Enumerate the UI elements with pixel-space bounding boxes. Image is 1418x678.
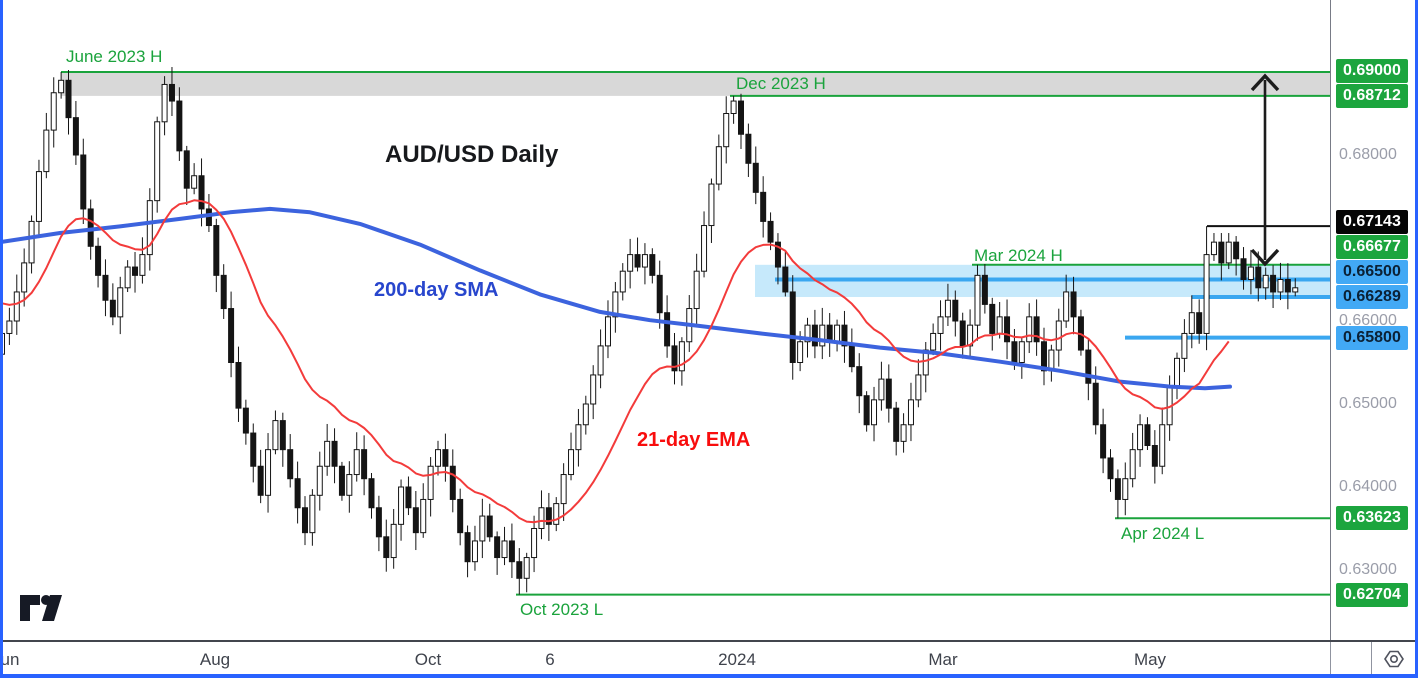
window-border-right bbox=[1415, 0, 1418, 678]
window-border-left bbox=[0, 0, 3, 678]
tradingview-logo[interactable] bbox=[19, 592, 65, 624]
price-tick-0.66000: 0.66000 bbox=[1339, 312, 1397, 329]
time-label-un: un bbox=[0, 650, 20, 669]
price-tick-0.63000: 0.63000 bbox=[1339, 561, 1397, 578]
resistance-zone-top bbox=[61, 72, 1330, 96]
sma-line bbox=[0, 206, 1232, 391]
price-label-0.67143: 0.67143 bbox=[1336, 210, 1408, 234]
ema-line bbox=[1, 199, 1230, 524]
time-label-2024: 2024 bbox=[718, 650, 756, 669]
price-label-0.62704: 0.62704 bbox=[1336, 582, 1408, 607]
candlestick-chart bbox=[0, 67, 1330, 596]
price-axis[interactable]: 0.69000 0.68712 0.68000 0.67143 0.66677 0.665… bbox=[1330, 0, 1416, 640]
price-label-0.69000: 0.69000 bbox=[1336, 58, 1408, 83]
price-label-0.66677: 0.66677 bbox=[1336, 235, 1408, 259]
price-label-0.66289: 0.66289 bbox=[1336, 285, 1408, 309]
time-label-6: 6 bbox=[545, 650, 555, 669]
price-label-0.66500: 0.66500 bbox=[1336, 260, 1408, 284]
price-label-0.65800: 0.65800 bbox=[1336, 325, 1408, 350]
eye-icon bbox=[1383, 650, 1404, 668]
time-label-Oct: Oct bbox=[414, 650, 442, 669]
chart-plot-area[interactable]: AUD/USD Daily 200-day SMA 21-day EMA Jun… bbox=[0, 0, 1330, 640]
price-label-0.68712: 0.68712 bbox=[1336, 83, 1408, 108]
time-label-May: May bbox=[1133, 650, 1167, 669]
price-label-0.63623: 0.63623 bbox=[1336, 506, 1408, 531]
window-border-bottom bbox=[0, 674, 1418, 678]
price-scale-mode-button[interactable] bbox=[1372, 642, 1415, 676]
axis-separator bbox=[1330, 642, 1331, 676]
axis-separator bbox=[1371, 642, 1372, 676]
price-tick-0.68000: 0.68000 bbox=[1339, 146, 1397, 163]
time-label-Mar: Mar bbox=[928, 650, 958, 669]
time-axis[interactable]: un Aug Oct 6 2024 Mar May bbox=[0, 640, 1418, 676]
candles bbox=[0, 67, 1299, 595]
measure-arrow bbox=[1250, 73, 1280, 267]
time-label-Aug: Aug bbox=[199, 650, 231, 669]
price-tick-0.65000: 0.65000 bbox=[1339, 395, 1397, 412]
price-tick-0.64000: 0.64000 bbox=[1339, 478, 1397, 495]
